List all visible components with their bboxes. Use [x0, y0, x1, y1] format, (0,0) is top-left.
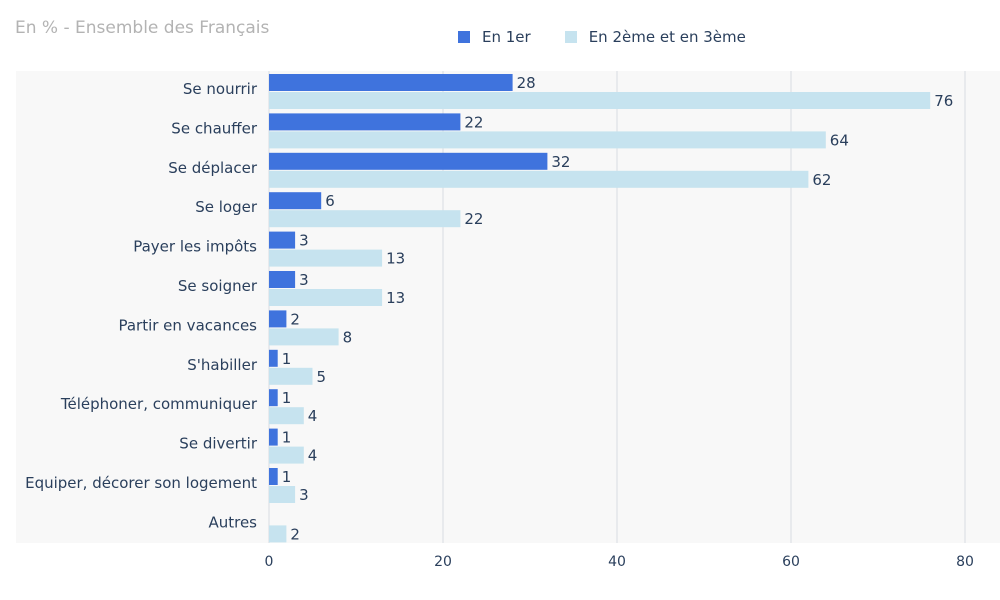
bar-second [269, 486, 296, 503]
bar-first [269, 349, 278, 367]
bar-second [269, 170, 809, 188]
data-label: 1 [282, 389, 292, 407]
data-label: 3 [299, 271, 309, 289]
x-tick-label: 20 [434, 554, 452, 570]
data-label: 3 [299, 232, 309, 250]
data-label: 76 [934, 92, 953, 110]
category-label: Partir en vacances [118, 316, 257, 334]
data-label: 5 [317, 368, 327, 386]
bar-first [269, 389, 278, 407]
category-label: Se divertir [179, 435, 258, 453]
bar-second [269, 407, 304, 425]
bar-second [269, 289, 383, 306]
bar-first [269, 428, 278, 446]
data-label: 13 [386, 250, 405, 268]
data-label: 22 [464, 210, 483, 228]
bar-second [269, 131, 826, 149]
bar-second [269, 210, 461, 228]
category-label: Se loger [195, 198, 258, 216]
category-label: Se chauffer [171, 119, 258, 137]
category-label: Equiper, décorer son logement [25, 474, 257, 492]
legend-label-first: En 1er [482, 28, 531, 46]
data-label: 2 [290, 310, 300, 328]
data-label: 1 [282, 429, 292, 447]
legend-label-second: En 2ème et en 3ème [588, 28, 746, 46]
x-tick-label: 60 [782, 554, 800, 570]
x-tick-label: 40 [608, 554, 626, 570]
data-label: 64 [830, 131, 849, 149]
category-label: Autres [208, 513, 257, 531]
chart-subtitle: En % - Ensemble des Français [15, 18, 270, 38]
category-label: S'habiller [187, 356, 258, 374]
legend: En 1er En 2ème et en 3ème [458, 28, 780, 46]
legend-swatch-first [458, 31, 470, 43]
bar-second [269, 92, 931, 109]
data-label: 32 [551, 153, 570, 171]
x-tick-label: 0 [265, 554, 274, 570]
legend-swatch-second [564, 31, 577, 43]
bar-second [269, 249, 383, 267]
data-label: 2 [290, 525, 300, 543]
data-label: 1 [282, 350, 292, 368]
bar-first [269, 113, 461, 131]
data-label: 13 [386, 289, 405, 307]
data-label: 4 [308, 407, 318, 425]
data-label: 28 [517, 74, 536, 92]
bar-second [269, 367, 313, 385]
category-label: Se nourrir [183, 80, 258, 98]
bar-first [269, 271, 296, 288]
category-label: Téléphoner, communiquer [60, 395, 258, 413]
data-label: 1 [282, 468, 292, 486]
x-tick-label: 80 [956, 554, 974, 570]
category-label: Se déplacer [168, 159, 258, 177]
category-label: Se soigner [178, 277, 258, 295]
data-label: 22 [464, 113, 483, 131]
bar-second [269, 525, 287, 543]
legend-item-first: En 1er [458, 28, 531, 46]
data-label: 4 [308, 447, 318, 465]
bar-first [269, 468, 278, 485]
bar-second [269, 328, 339, 346]
data-label: 62 [812, 171, 831, 189]
bar-first [269, 310, 287, 328]
plot-background [16, 71, 1000, 543]
bar-first [269, 231, 296, 249]
bar-first [269, 74, 513, 91]
legend-item-second: En 2ème et en 3ème [564, 28, 746, 46]
bar-first [269, 152, 548, 170]
data-label: 6 [325, 192, 335, 210]
data-label: 8 [343, 328, 353, 346]
category-label: Payer les impôts [133, 238, 257, 256]
bar-second [269, 446, 304, 464]
data-label: 3 [299, 486, 309, 504]
bar-first [269, 192, 322, 210]
